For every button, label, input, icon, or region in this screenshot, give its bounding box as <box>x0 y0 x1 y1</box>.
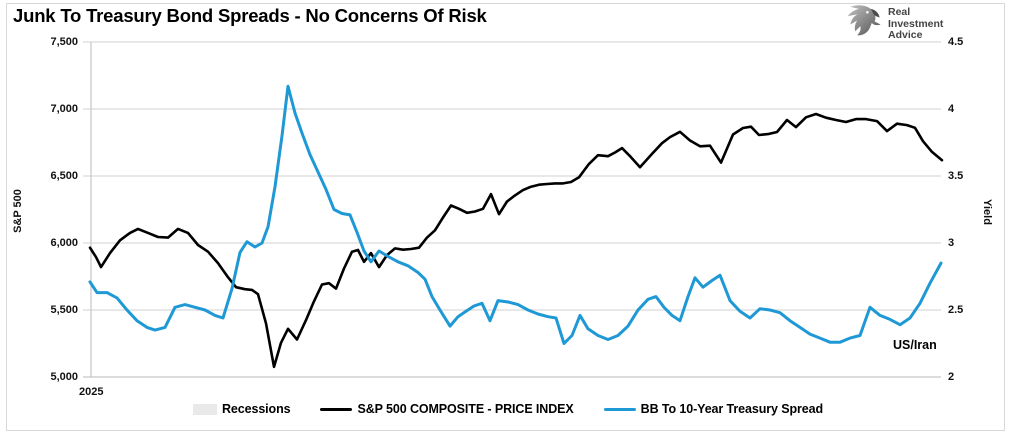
chart-title: Junk To Treasury Bond Spreads - No Conce… <box>13 5 487 26</box>
left-axis-tick-label: 5,500 <box>50 303 78 316</box>
left-axis-tick-label: 7,000 <box>50 102 78 115</box>
left-axis-tick-label: 6,000 <box>50 236 78 249</box>
us-iran-annotation: US/Iran <box>893 338 937 352</box>
legend-item-sp500: S&P 500 COMPOSITE - PRICE INDEX <box>320 402 574 416</box>
logo-text: Real Investment Advice <box>888 6 944 42</box>
series-line-spread <box>88 84 943 345</box>
ria-logo: Real Investment Advice <box>843 4 943 42</box>
right-axis-tick-label: 3.5 <box>948 169 964 182</box>
legend-item-spread: BB To 10-Year Treasury Spread <box>603 402 824 416</box>
series-line-sp500 <box>88 112 944 369</box>
logo-line-2: Investment <box>888 17 944 30</box>
right-axis-tick-label: 3 <box>948 236 955 249</box>
logo-line-3: Advice <box>888 29 923 41</box>
right-axis-tick-label: 2 <box>948 370 955 383</box>
x-axis-tick-2025: 2025 <box>79 386 104 398</box>
right-axis-tick-label: 4 <box>948 102 955 115</box>
left-axis-title: S&P 500 <box>12 189 24 233</box>
legend-label-recessions: Recessions <box>221 402 291 416</box>
legend-item-recessions: Recessions <box>192 402 291 416</box>
legend-label-sp500: S&P 500 COMPOSITE - PRICE INDEX <box>357 402 574 416</box>
legend-label-spread: BB To 10-Year Treasury Spread <box>640 402 824 416</box>
left-axis-tick-label: 5,000 <box>50 370 78 383</box>
legend: Recessions S&P 500 COMPOSITE - PRICE IND… <box>0 400 1016 418</box>
recessions-swatch <box>192 403 217 415</box>
eagle-logo-icon <box>843 4 883 41</box>
right-axis-tick-label: 2.5 <box>948 303 964 316</box>
sp500-line-swatch <box>320 407 353 411</box>
right-axis-title: Yield <box>981 199 993 225</box>
logo-line-1: Real <box>888 6 911 18</box>
left-axis-tick-label: 6,500 <box>50 169 78 182</box>
left-axis-tick-label: 7,500 <box>50 35 78 48</box>
right-axis-tick-label: 4.5 <box>948 35 964 48</box>
spread-line-swatch <box>603 407 636 411</box>
